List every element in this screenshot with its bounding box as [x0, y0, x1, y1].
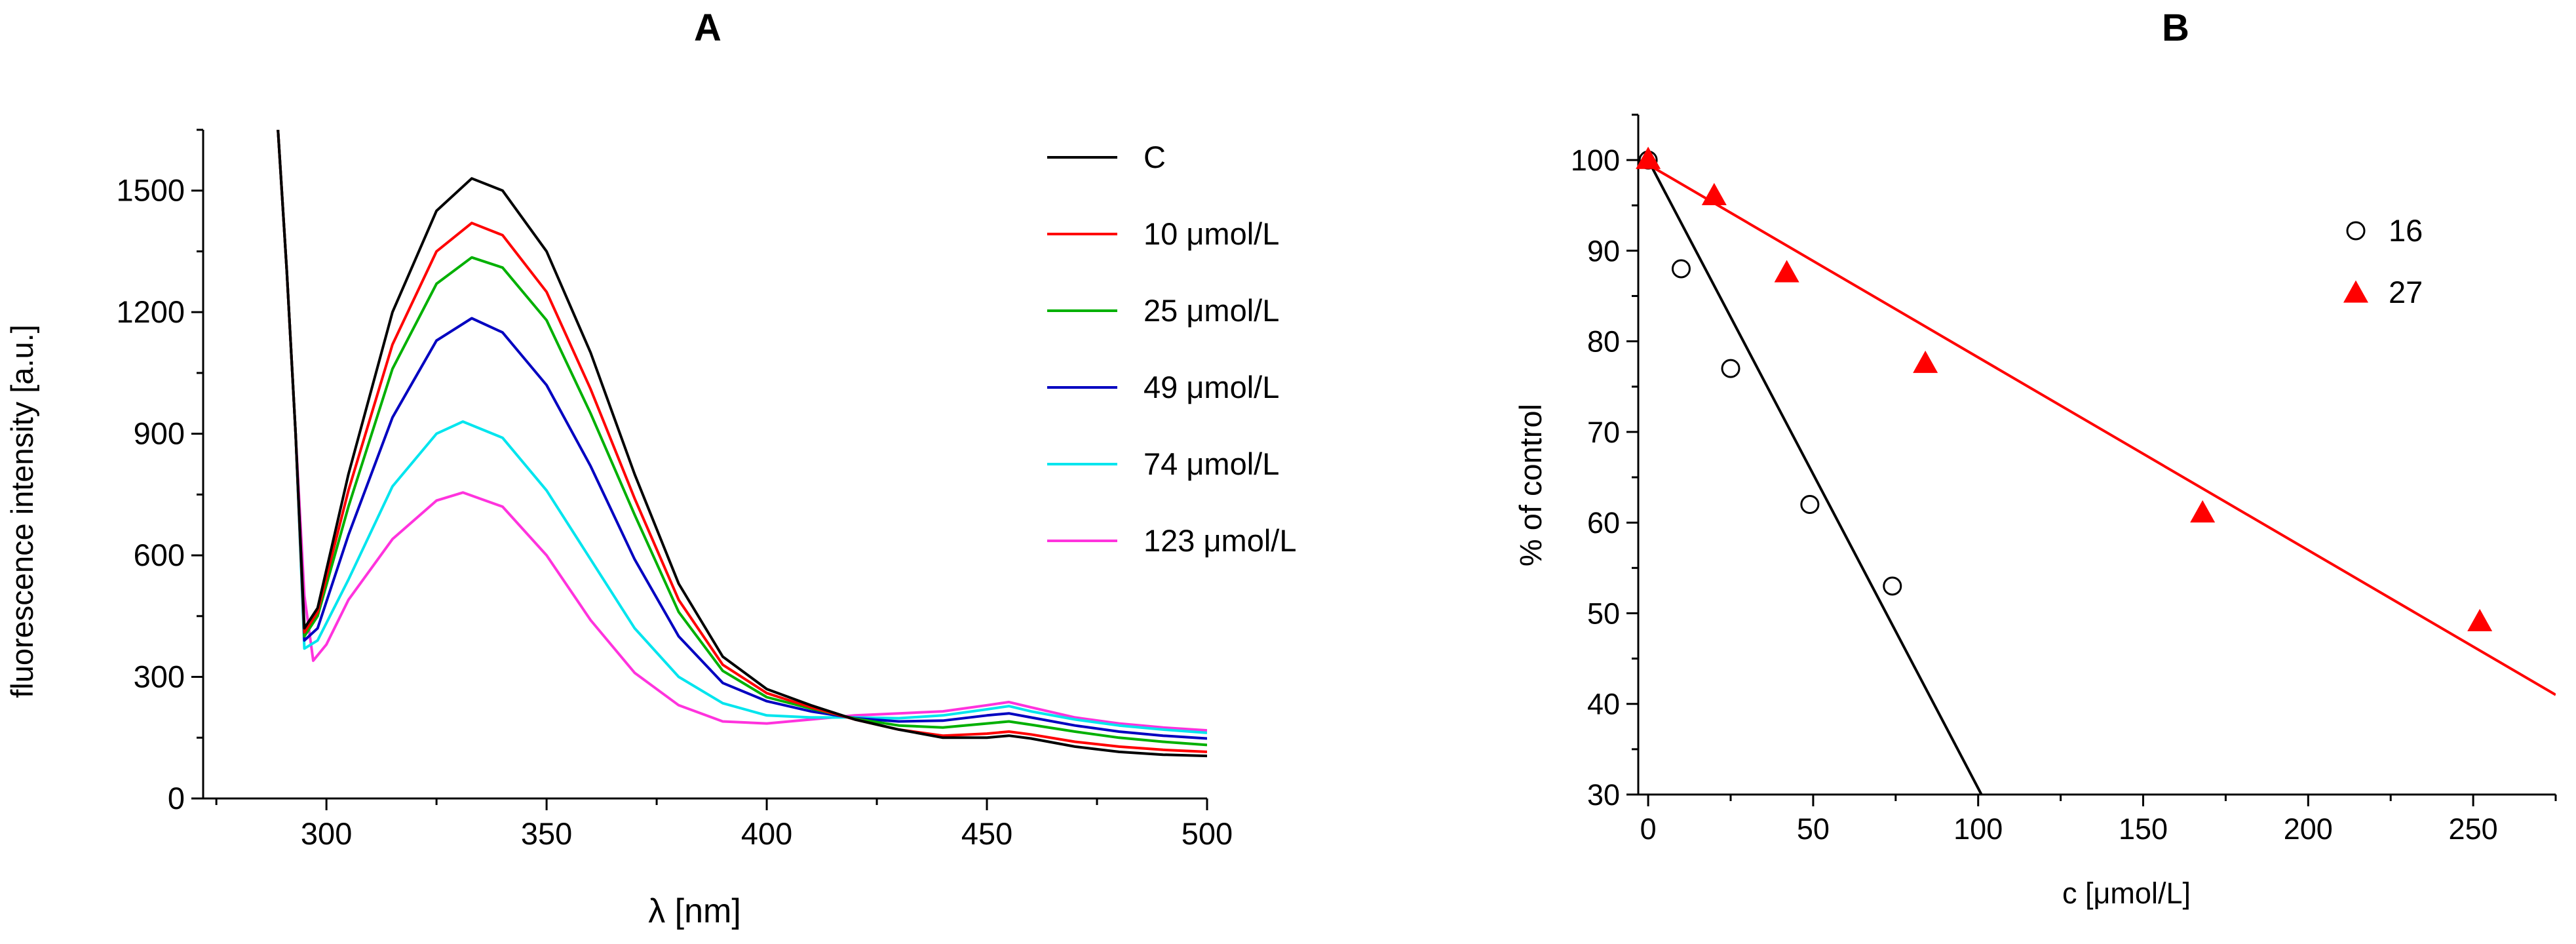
panel-a-x-axis-title: λ [nm]: [648, 892, 741, 930]
panel-a-legend-label: 25 μmol/L: [1144, 293, 1279, 328]
panel-b-legend-marker-27: [2343, 280, 2368, 303]
panel-a-series-line: [277, 130, 1207, 753]
panel-b-point-27: [1774, 260, 1799, 283]
panel-b-x-tick-label: 200: [2284, 812, 2333, 846]
panel-b-y-tick-label: 90: [1587, 234, 1620, 267]
panel-a: A 300 350 400 450 500 0 300 600 900 1200 1500 C 10 μ…: [5, 7, 1297, 930]
panel-b-x-tick-label: 100: [1953, 812, 2003, 846]
panel-b-label: B: [2162, 7, 2189, 49]
panel-a-x-tick-label: 450: [961, 816, 1012, 851]
panel-b-point-16: [1800, 495, 1820, 515]
panel-b-point-16: [1721, 359, 1740, 378]
panel-b-point-27: [1913, 350, 1938, 373]
panel-b-y-tick-label: 40: [1587, 688, 1620, 721]
panel-a-legend-label: 123 μmol/L: [1144, 523, 1297, 558]
panel-b-x-tick-label: 150: [2119, 812, 2168, 846]
panel-a-x-tick-label: 300: [301, 816, 352, 851]
panel-a-y-tick-label: 0: [168, 781, 185, 816]
panel-b-y-axis-title: % of control: [1513, 404, 1548, 566]
panel-b-point-16: [1883, 576, 1902, 596]
panel-b-y-tick-label: 30: [1587, 778, 1620, 812]
panel-b-x-tick-label: 50: [1797, 812, 1830, 846]
panel-b-point-27: [1636, 146, 1661, 169]
panel-b-x-axis-title: c [μmol/L]: [2062, 876, 2191, 910]
panel-b-y-tick-label: 70: [1587, 416, 1620, 449]
panel-b-y-tick-label: 100: [1571, 144, 1620, 177]
panel-a-legend-label: 10 μmol/L: [1144, 216, 1279, 251]
panel-a-series-line: [277, 130, 1207, 740]
panel-a-legend-label: 74 μmol/L: [1144, 446, 1279, 481]
panel-a-legend-label: C: [1144, 140, 1166, 174]
panel-a-y-tick-label: 1500: [116, 173, 185, 208]
panel-a-x-tick-label: 400: [741, 816, 792, 851]
panel-a-series-line: [277, 130, 1207, 734]
panel-a-legend-label: 49 μmol/L: [1144, 370, 1279, 404]
panel-a-plot-area: 300 350 400 450 500 0 300 600 900 1200 1500 C 10 μmo…: [116, 128, 1297, 851]
panel-b-y-tick-label: 60: [1587, 506, 1620, 540]
panel-a-x-tick-label: 500: [1182, 816, 1233, 851]
panel-a-y-axis-title: fluorescence intensity [a.u.]: [5, 324, 39, 698]
panel-b: B 0 50 100 150 200 250 30 40 50 60 70 80 90 100 16 27 %…: [1513, 7, 2557, 910]
panel-b-x-tick-label: 250: [2449, 812, 2498, 846]
panel-b-point-16: [1671, 259, 1691, 279]
panel-b-x-tick-label: 0: [1640, 812, 1657, 846]
panel-a-series-line: [277, 130, 1207, 758]
panel-b-plot-area: 0 50 100 150 200 250 30 40 50 60 70 80 90 100 16 27: [1571, 113, 2557, 846]
panel-b-point-27: [1701, 183, 1727, 206]
panel-b-legend-label: 27: [2389, 275, 2423, 309]
panel-a-y-tick-label: 1200: [116, 294, 185, 329]
panel-a-x-tick-label: 350: [521, 816, 572, 851]
panel-b-fit-line: [1647, 159, 1983, 795]
panel-b-point-27: [2467, 608, 2493, 631]
panel-a-y-tick-label: 300: [134, 659, 185, 694]
panel-a-y-tick-label: 900: [134, 416, 185, 451]
panel-a-y-tick-label: 600: [134, 538, 185, 572]
panel-b-y-tick-label: 80: [1587, 325, 1620, 359]
panel-b-y-tick-label: 50: [1587, 597, 1620, 630]
panel-b-legend-marker-16: [2346, 221, 2366, 241]
panel-b-fit-line: [1647, 163, 2556, 696]
panel-a-series-line: [277, 130, 1207, 732]
panel-b-point-27: [2190, 500, 2216, 522]
panel-a-label: A: [694, 7, 721, 49]
panel-a-series-line: [277, 130, 1207, 747]
panel-b-legend-label: 16: [2389, 213, 2423, 248]
